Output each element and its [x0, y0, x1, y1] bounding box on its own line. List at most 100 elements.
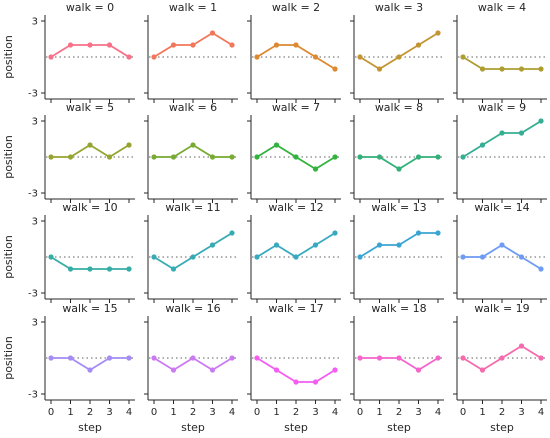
data-point — [460, 254, 466, 260]
y-axis-label: position — [2, 336, 15, 380]
facet-panel: walk = 1 — [144, 1, 238, 103]
data-point — [396, 54, 402, 60]
facet-panel: walk = 12 — [247, 201, 341, 303]
data-point — [293, 154, 299, 160]
data-point — [415, 230, 422, 236]
facet-title: walk = 2 — [272, 1, 320, 14]
data-point — [435, 30, 441, 36]
data-point — [460, 54, 466, 60]
facet-panel: walk = 13 — [350, 201, 444, 303]
facet-title: walk = 0 — [66, 1, 114, 14]
data-point — [538, 355, 544, 361]
facet-title: walk = 12 — [268, 201, 323, 214]
y-tick-label: -3 — [28, 390, 38, 401]
facet-title: walk = 13 — [371, 201, 426, 214]
data-point — [479, 66, 486, 72]
x-tick-label: 0 — [151, 407, 157, 418]
series-line — [256, 44, 336, 70]
y-tick-label: 3 — [32, 217, 38, 228]
facet-panel: walk = 15 -3 3 0 1 2 3 4 position step — [2, 302, 135, 434]
x-tick-label: 4 — [229, 407, 235, 418]
data-point — [190, 254, 196, 260]
facet-panel: walk = 2 — [247, 1, 341, 103]
data-point — [435, 355, 441, 361]
data-point — [229, 355, 235, 361]
x-axis-label: step — [181, 421, 205, 434]
facet-title: walk = 6 — [169, 101, 217, 114]
x-tick-label: 4 — [538, 407, 544, 418]
data-point — [254, 54, 260, 60]
facet-title: walk = 19 — [474, 302, 529, 315]
data-point — [106, 42, 113, 48]
x-tick-label: 1 — [273, 407, 279, 418]
data-point — [126, 54, 132, 60]
data-point — [435, 230, 441, 236]
x-tick-label: 2 — [190, 407, 196, 418]
data-point — [67, 42, 74, 48]
data-point — [273, 42, 280, 48]
facet-panel: walk = 14 — [453, 201, 547, 303]
y-tick-label: 3 — [32, 117, 38, 128]
facet-title: walk = 1 — [169, 1, 217, 14]
data-point — [357, 54, 363, 60]
data-point — [415, 154, 422, 160]
x-axis-label: step — [284, 421, 308, 434]
facet-title: walk = 16 — [165, 302, 220, 315]
data-point — [460, 154, 466, 160]
data-point — [87, 367, 93, 373]
facet-panel: walk = 19 0 1 2 3 4 step — [453, 302, 547, 434]
data-point — [170, 42, 177, 48]
x-tick-label: 3 — [312, 407, 318, 418]
y-axis-label: position — [2, 35, 15, 79]
y-axis-label: position — [2, 135, 15, 179]
data-point — [376, 66, 383, 72]
data-point — [273, 142, 280, 148]
data-point — [293, 254, 299, 260]
facet-panel: walk = 6 — [144, 101, 238, 203]
data-point — [48, 154, 54, 160]
data-point — [106, 355, 113, 361]
series-line — [256, 357, 336, 383]
facet-panel: walk = 18 0 1 2 3 4 step — [350, 302, 444, 434]
data-point — [518, 343, 525, 349]
data-point — [332, 367, 338, 373]
series-line — [256, 232, 336, 258]
facet-title: walk = 4 — [478, 1, 526, 14]
x-tick-label: 2 — [499, 407, 505, 418]
data-point — [87, 42, 93, 48]
x-tick-label: 2 — [396, 407, 402, 418]
facet-panel: walk = 16 0 1 2 3 4 step — [144, 302, 238, 434]
x-tick-label: 4 — [332, 407, 338, 418]
facet-title: walk = 14 — [474, 201, 529, 214]
data-point — [67, 355, 74, 361]
data-point — [151, 154, 157, 160]
data-point — [396, 355, 402, 361]
facet-panel: walk = 10 -3 3 position — [2, 201, 135, 303]
x-tick-label: 1 — [479, 407, 485, 418]
data-point — [190, 42, 196, 48]
data-point — [479, 254, 486, 260]
data-point — [273, 242, 280, 248]
x-tick-label: 3 — [209, 407, 215, 418]
data-point — [151, 355, 157, 361]
data-point — [170, 154, 177, 160]
data-point — [106, 154, 113, 160]
data-point — [229, 154, 235, 160]
data-point — [518, 66, 525, 72]
data-point — [312, 379, 319, 385]
data-point — [538, 118, 544, 124]
facet-panel: walk = 8 — [350, 101, 444, 203]
facet-title: walk = 17 — [268, 302, 323, 315]
data-point — [209, 242, 216, 248]
y-tick-label: -3 — [28, 289, 38, 300]
data-point — [479, 367, 486, 373]
facet-title: walk = 9 — [478, 101, 526, 114]
data-point — [357, 154, 363, 160]
data-point — [151, 54, 157, 60]
data-point — [376, 154, 383, 160]
data-point — [209, 367, 216, 373]
x-axis-label: step — [490, 421, 514, 434]
facet-title: walk = 18 — [371, 302, 426, 315]
data-point — [87, 142, 93, 148]
